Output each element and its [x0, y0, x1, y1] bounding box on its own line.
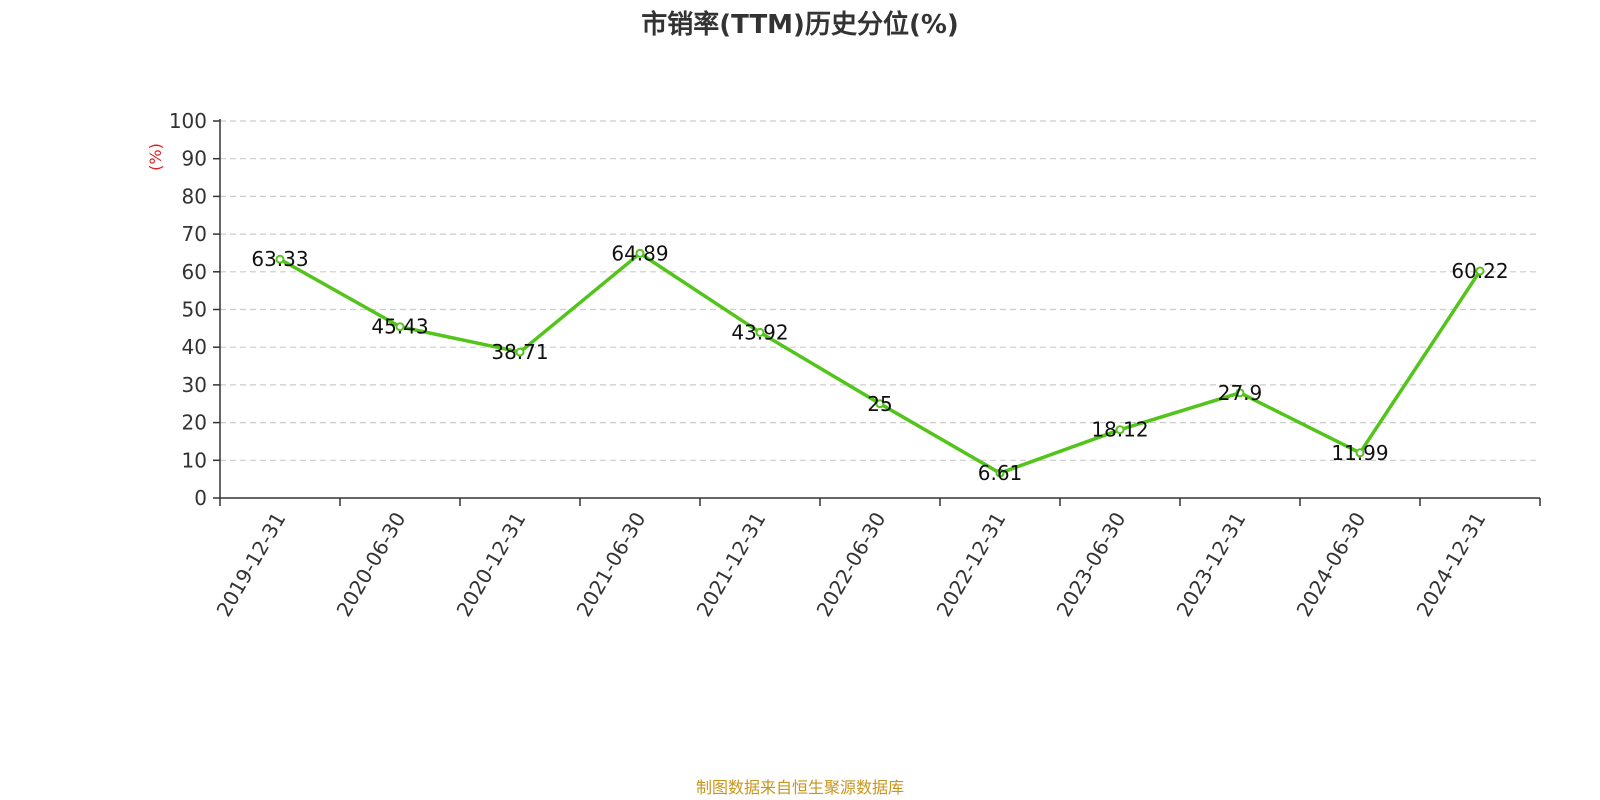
- data-label: 25: [867, 392, 892, 416]
- x-tick-label: 2020-06-30: [331, 508, 410, 621]
- data-label: 6.61: [978, 461, 1023, 485]
- data-point: [395, 322, 405, 332]
- x-tick-label: 2022-06-30: [811, 508, 890, 621]
- chart-title: 市销率(TTM)历史分位(%): [641, 9, 959, 40]
- x-tick-label: 2024-12-31: [1411, 508, 1490, 621]
- data-point: [995, 468, 1005, 478]
- data-label: 63.33: [251, 247, 308, 271]
- data-label: 18.12: [1091, 418, 1148, 442]
- y-axis-unit-label: (%): [146, 143, 165, 171]
- series-line-layer: [275, 248, 1485, 478]
- y-tick-label: 10: [182, 448, 207, 472]
- data-label: 27.9: [1218, 381, 1263, 405]
- data-point: [275, 254, 285, 264]
- source-note: 制图数据来自恒生聚源数据库: [696, 778, 904, 797]
- data-point: [875, 399, 885, 409]
- data-label: 11.99: [1331, 441, 1388, 465]
- data-point: [635, 248, 645, 258]
- y-tick-label: 30: [182, 373, 207, 397]
- x-tick-label: 2022-12-31: [931, 508, 1010, 621]
- y-tick-label: 70: [182, 222, 207, 246]
- y-tick-label: 40: [182, 335, 207, 359]
- data-point: [515, 347, 525, 357]
- data-label: 43.92: [731, 320, 788, 344]
- grid-lines: [220, 120, 1540, 461]
- x-tick-label: 2021-06-30: [571, 508, 650, 621]
- x-tick-label: 2020-12-31: [451, 508, 530, 621]
- x-tick-label: 2023-12-31: [1171, 508, 1250, 621]
- data-point: [1235, 388, 1245, 398]
- data-point: [755, 327, 765, 337]
- x-tick-label: 2019-12-31: [211, 508, 290, 621]
- data-label-layer: 63.33 45.43 38.71 64.89 43.92 25 6.61 18.12 27.9…: [251, 241, 1508, 485]
- y-tick-label: 80: [182, 184, 207, 208]
- data-point: [1475, 266, 1485, 276]
- y-tick-label: 0: [194, 486, 207, 510]
- y-tick-label: 60: [182, 260, 207, 284]
- series-line: [279, 251, 1482, 475]
- x-tick-label: 2023-06-30: [1051, 508, 1130, 621]
- y-tick-label: 50: [182, 298, 207, 322]
- y-tick-label: 100: [169, 109, 207, 133]
- x-tick-label: 2024-06-30: [1291, 508, 1370, 621]
- x-tick-label: 2021-12-31: [691, 508, 770, 621]
- data-point: [1355, 448, 1365, 458]
- data-point: [1115, 425, 1125, 435]
- y-tick-label: 20: [182, 411, 207, 435]
- data-label: 45.43: [371, 315, 428, 339]
- data-label: 60.22: [1451, 259, 1508, 283]
- data-label: 64.89: [611, 241, 668, 265]
- data-label: 38.71: [491, 340, 548, 364]
- axes: 0 10 20 30 40 50 60 70 80 90 100 2019-12-31 2020-06-…: [169, 109, 1541, 621]
- y-tick-label: 90: [182, 147, 207, 171]
